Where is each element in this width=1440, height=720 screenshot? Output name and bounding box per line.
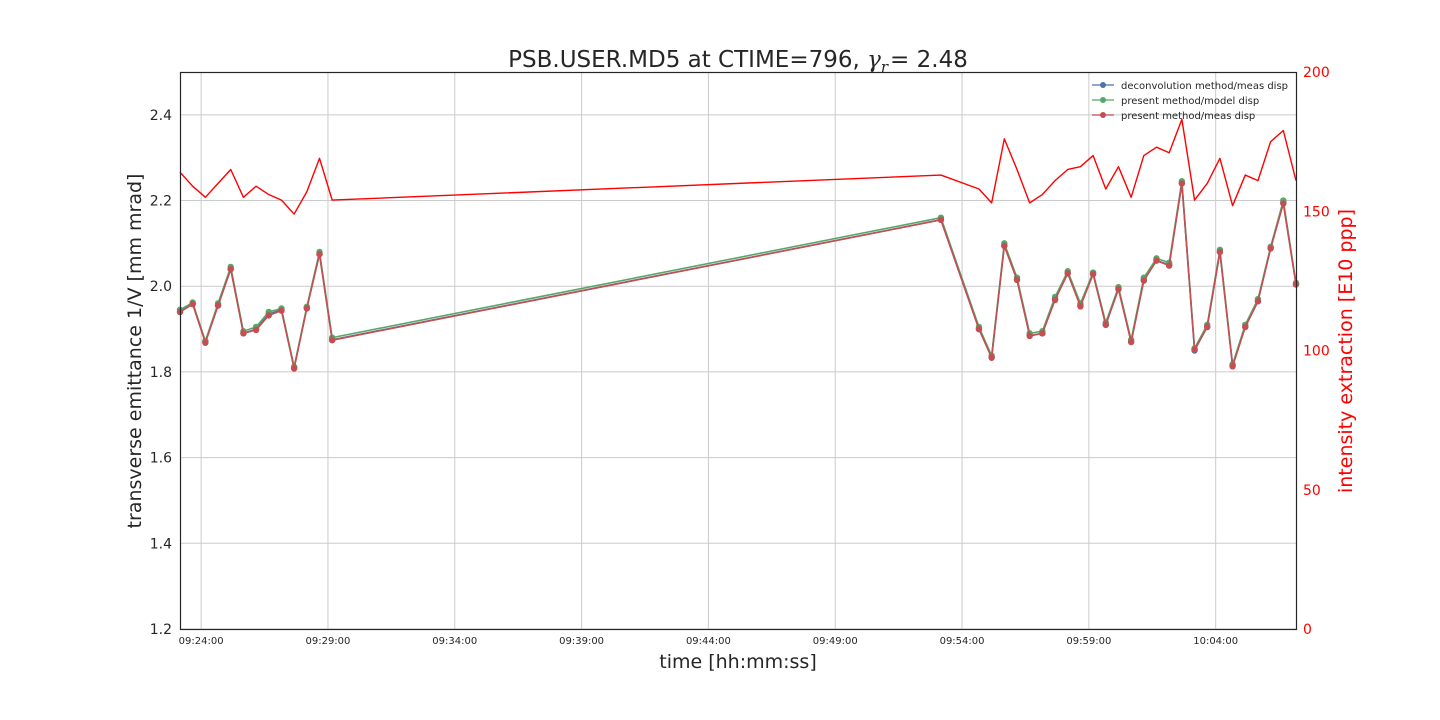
chart-title: PSB.USER.MD5 at CTIME=796, γr= 2.48 (508, 47, 968, 76)
data-point (1204, 323, 1211, 331)
data-point (1051, 296, 1059, 304)
series-line (179, 182, 1297, 370)
y-tick-label: 1.2 (150, 622, 172, 638)
y-tick-label: 1.6 (150, 451, 172, 467)
legend-swatch-marker (1100, 82, 1106, 88)
legend: deconvolution method/meas disp present m… (1092, 81, 1288, 122)
data-point (1242, 323, 1249, 331)
data-point (316, 250, 323, 258)
x-tick-label: 10:04:00 (1193, 636, 1238, 647)
x-tick-label: 09:39:00 (559, 636, 604, 647)
data-point (1267, 245, 1274, 252)
data-point (1178, 180, 1186, 187)
data-point (1064, 270, 1071, 277)
x-tick-label: 09:34:00 (432, 636, 477, 647)
tick-labels: 09:24:00 09:29:00 09:34:00 09:39:00 09:44:00… (150, 65, 1330, 647)
grid (180, 72, 1296, 630)
data-point (240, 330, 247, 337)
series-line (179, 118, 1297, 215)
legend-label: present method/meas disp (1121, 111, 1255, 122)
y2-axis-label: intensity extraction [E10 ppp] (1335, 209, 1357, 493)
chart-title-value: = 2.48 (890, 47, 968, 73)
y-tick-label: 2.4 (150, 108, 172, 124)
data-point (1140, 277, 1148, 284)
x-tick-label: 09:59:00 (1066, 636, 1111, 647)
legend-entry-present-model: present method/model disp (1092, 96, 1259, 107)
data-point (1089, 271, 1097, 278)
data-point (1077, 303, 1084, 310)
data-point (290, 365, 298, 372)
data-point (227, 265, 234, 273)
chart-title-text: PSB.USER.MD5 at CTIME=796, (508, 47, 867, 73)
series-present-meas (176, 180, 1300, 372)
data-point (937, 216, 945, 224)
legend-swatch-marker (1100, 97, 1106, 103)
y-tick-label: 1.8 (150, 365, 172, 381)
data-point (1153, 257, 1160, 264)
x-tick-label: 09:24:00 (179, 636, 224, 647)
y-tick-label: 2.0 (150, 279, 172, 295)
y2-tick-label: 100 (1303, 344, 1330, 360)
legend-label: present method/model disp (1121, 96, 1259, 107)
data-point (303, 305, 311, 312)
data-point (988, 354, 995, 361)
data-point (202, 339, 209, 346)
data-point (1191, 346, 1198, 353)
data-point (1013, 276, 1021, 283)
data-point (265, 312, 272, 319)
data-point (328, 337, 336, 344)
y2-tick-label: 0 (1303, 622, 1312, 638)
series-intensity (179, 118, 1297, 215)
y2-tick-label: 200 (1303, 65, 1330, 81)
x-tick-label: 09:49:00 (813, 636, 858, 647)
data-point (1216, 248, 1224, 256)
legend-entry-present-meas: present method/meas disp (1092, 111, 1255, 122)
data-point (1039, 330, 1046, 337)
data-point (1229, 363, 1236, 370)
x-axis-label: time [hh:mm:ss] (659, 651, 817, 673)
series-layer (176, 118, 1300, 372)
x-tick-label: 09:29:00 (305, 636, 350, 647)
y2-tick-label: 150 (1303, 204, 1330, 220)
data-point (278, 307, 285, 314)
chart-title-symbol-sub: r (881, 58, 889, 76)
y-axis-label: transverse emittance 1/V [mm mrad] (124, 174, 146, 529)
x-tick-label: 09:54:00 (940, 636, 985, 647)
data-point (1280, 200, 1287, 207)
data-point (1026, 332, 1033, 340)
chart-title-symbol: γ (867, 47, 881, 73)
data-point (1102, 321, 1109, 328)
data-point (252, 326, 260, 334)
data-point (975, 325, 983, 333)
data-point (214, 302, 222, 309)
y-tick-label: 1.4 (150, 536, 172, 552)
data-point (189, 301, 196, 308)
y2-tick-label: 50 (1303, 483, 1321, 499)
y-tick-label: 2.2 (150, 194, 172, 210)
data-point (1254, 298, 1262, 305)
legend-swatch-marker (1100, 112, 1106, 118)
legend-label: deconvolution method/meas disp (1121, 81, 1288, 92)
data-point (1127, 338, 1135, 346)
data-point (1165, 262, 1173, 269)
data-point (1115, 286, 1122, 293)
legend-entry-deconvolution: deconvolution method/meas disp (1092, 81, 1288, 92)
x-tick-label: 09:44:00 (686, 636, 731, 647)
data-point (1001, 242, 1008, 250)
plot-frame (179, 71, 1298, 631)
